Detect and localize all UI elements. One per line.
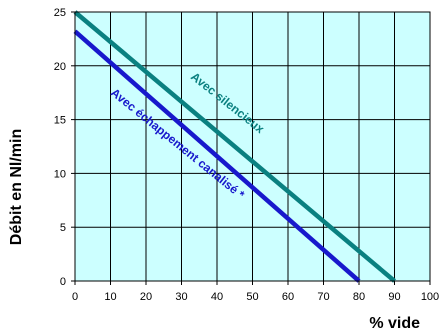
grid bbox=[75, 12, 430, 281]
x-axis-ticks: 0 10 20 30 40 50 60 70 80 90 100 bbox=[72, 281, 439, 303]
y-tick-label: 5 bbox=[60, 222, 66, 234]
x-tick-label: 50 bbox=[246, 291, 258, 303]
y-tick-label: 0 bbox=[60, 276, 66, 288]
x-tick-label: 30 bbox=[175, 291, 187, 303]
x-tick-label: 100 bbox=[421, 291, 439, 303]
y-tick-label: 20 bbox=[54, 61, 66, 73]
series-line-0 bbox=[73, 10, 396, 283]
x-tick-label: 90 bbox=[388, 291, 400, 303]
x-axis-title: % vide bbox=[369, 315, 420, 332]
y-tick-label: 15 bbox=[54, 115, 66, 127]
x-tick-label: 80 bbox=[353, 291, 365, 303]
y-axis-ticks: 0 5 10 15 20 25 bbox=[54, 7, 75, 288]
y-axis-title: Débit en Nl/min bbox=[8, 129, 25, 245]
y-tick-label: 10 bbox=[54, 168, 66, 180]
y-tick-label: 25 bbox=[54, 7, 66, 19]
x-tick-label: 70 bbox=[317, 291, 329, 303]
series-line-1 bbox=[73, 29, 361, 283]
x-tick-label: 0 bbox=[72, 291, 78, 303]
x-tick-label: 20 bbox=[140, 291, 152, 303]
series-lines bbox=[73, 10, 396, 283]
x-tick-label: 10 bbox=[104, 291, 116, 303]
x-tick-label: 40 bbox=[211, 291, 223, 303]
x-tick-label: 60 bbox=[282, 291, 294, 303]
